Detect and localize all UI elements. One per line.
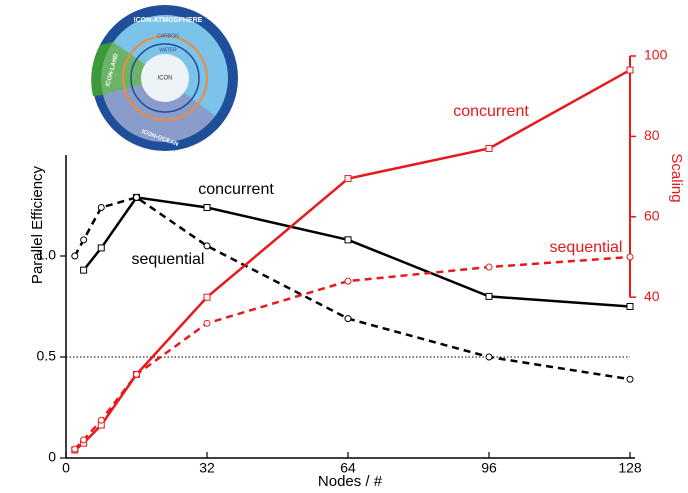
point <box>345 176 351 182</box>
point <box>627 304 633 310</box>
point <box>627 67 633 73</box>
y2-tick-label: 60 <box>644 208 660 224</box>
y-tick-label: 0.5 <box>37 348 57 364</box>
y2-tick-label: 80 <box>644 127 660 143</box>
y2-tick-label: 40 <box>644 288 660 304</box>
x-tick-label: 64 <box>340 460 356 476</box>
series-label: concurrent <box>453 103 529 120</box>
x-tick-label: 128 <box>618 460 642 476</box>
inset-label: ICON-ATMOSPHERE <box>134 17 203 24</box>
point <box>81 237 87 243</box>
x-tick-label: 32 <box>199 460 215 476</box>
point <box>98 417 104 423</box>
y2-tick-label: 100 <box>644 47 668 63</box>
x-tick-label: 96 <box>481 460 497 476</box>
point <box>72 446 78 452</box>
point <box>98 245 104 251</box>
point <box>204 205 210 211</box>
point <box>204 294 210 300</box>
inset-label: WATER <box>159 47 177 53</box>
point <box>486 264 492 270</box>
chart: ICON-ATMOSPHERE ICON-LAND ICON-OCEAN CAR… <box>0 0 688 493</box>
series-label: concurrent <box>198 181 274 198</box>
series-line <box>75 257 630 449</box>
point <box>486 293 492 299</box>
point <box>204 243 210 249</box>
point <box>81 267 87 273</box>
point <box>345 278 351 284</box>
point <box>204 320 210 326</box>
inset-diagram: ICON-ATMOSPHERE ICON-LAND ICON-OCEAN CAR… <box>91 5 238 151</box>
point <box>98 205 104 211</box>
series-label: sequential <box>550 239 623 256</box>
y2-axis-label: Scaling <box>668 153 685 202</box>
point <box>81 437 87 443</box>
y-axis-label: Parallel Efficiency <box>29 165 46 284</box>
point <box>72 253 78 259</box>
point <box>627 376 633 382</box>
point <box>486 145 492 151</box>
point <box>134 194 140 200</box>
point <box>486 354 492 360</box>
point <box>627 254 633 260</box>
y-tick-label: 0 <box>48 449 56 465</box>
point <box>345 316 351 322</box>
y-tick-label: 1.0 <box>37 247 57 263</box>
inset-label: ICON <box>158 76 173 82</box>
page: ICON-ATMOSPHERE ICON-LAND ICON-OCEAN CAR… <box>0 0 688 493</box>
point <box>345 237 351 243</box>
inset-label: CARBON <box>157 33 179 39</box>
series-label: sequential <box>132 251 205 268</box>
point <box>134 371 140 377</box>
x-tick-label: 0 <box>62 460 70 476</box>
